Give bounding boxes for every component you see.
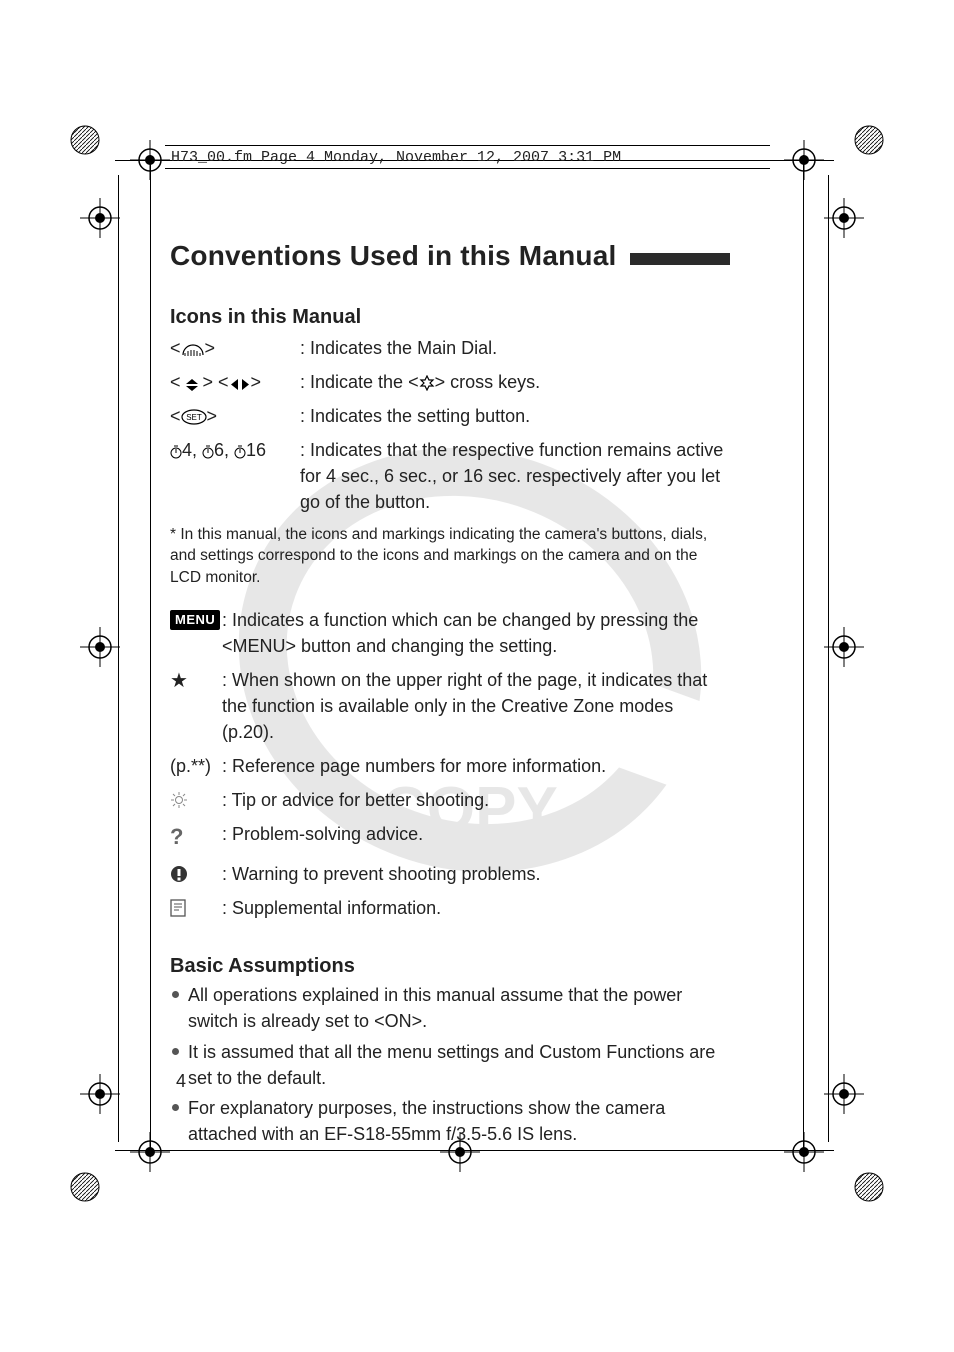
warning-icon (170, 861, 222, 887)
crosshair-icon (824, 198, 864, 238)
registration-mark-icon (854, 125, 884, 155)
set-symbol: <SET> (170, 403, 300, 429)
page-header: H73_00.fm Page 4 Monday, November 12, 20… (165, 145, 770, 169)
tip-text: : Tip or advice for better shooting. (222, 787, 730, 813)
info-text: : Supplemental information. (222, 895, 730, 921)
page-title: Conventions Used in this Manual (170, 240, 616, 272)
set-icon: SET (181, 409, 207, 425)
question-icon: ? (170, 821, 222, 853)
row-set-button: <SET> : Indicates the setting button. (170, 403, 730, 429)
timer-icon (202, 445, 214, 459)
timers-symbol: 4, 6, 16 (170, 437, 300, 463)
header-text: H73_00.fm Page 4 Monday, November 12, 20… (171, 149, 621, 166)
leftright-icon (229, 378, 251, 391)
main-dial-icon (181, 343, 205, 357)
updown-icon (181, 378, 203, 391)
menu-text: : Indicates a function which can be chan… (222, 607, 730, 659)
timer-icon (170, 445, 182, 459)
row-tip: : Tip or advice for better shooting. (170, 787, 730, 813)
set-text: : Indicates the setting button. (300, 403, 730, 429)
crosshair-icon (80, 1074, 120, 1114)
warn-text: : Warning to prevent shooting problems. (222, 861, 730, 887)
row-cross-keys: <> <> : Indicate the <> cross keys. (170, 369, 730, 395)
crosshair-icon (80, 198, 120, 238)
star-text: : When shown on the upper right of the p… (222, 667, 730, 745)
menu-badge: MENU (170, 610, 220, 631)
main-dial-text: : Indicates the Main Dial. (300, 335, 730, 361)
problem-text: : Problem-solving advice. (222, 821, 730, 847)
crop-line (828, 175, 829, 1142)
registration-mark-icon (70, 125, 100, 155)
list-item: It is assumed that all the menu settings… (170, 1039, 730, 1091)
svg-text:SET: SET (186, 413, 202, 422)
timers-text: : Indicates that the respective function… (300, 437, 730, 515)
title-accent-bar (630, 253, 730, 265)
list-item: For explanatory purposes, the instructio… (170, 1095, 730, 1147)
row-star: ★ : When shown on the upper right of the… (170, 667, 730, 745)
crosshair-icon (80, 627, 120, 667)
crosshair-icon (824, 627, 864, 667)
info-icon (170, 895, 222, 921)
row-main-dial: <> : Indicates the Main Dial. (170, 335, 730, 361)
page: H73_00.fm Page 4 Monday, November 12, 20… (0, 0, 954, 1352)
cross-keys-text: : Indicate the <> cross keys. (300, 369, 730, 395)
basic-assumptions-heading: Basic Assumptions (170, 955, 730, 978)
row-menu: MENU : Indicates a function which can be… (170, 607, 730, 659)
pageref-text: : Reference page numbers for more inform… (222, 753, 730, 779)
registration-mark-icon (854, 1172, 884, 1202)
menu-symbol: MENU (170, 607, 222, 633)
crop-line (118, 175, 119, 1142)
title-row: Conventions Used in this Manual (170, 240, 730, 278)
crop-line (803, 155, 804, 1157)
row-problem: ? : Problem-solving advice. (170, 821, 730, 853)
row-pageref: (p.**) : Reference page numbers for more… (170, 753, 730, 779)
crosshair-icon (824, 1074, 864, 1114)
crosshair-icon (784, 1132, 824, 1172)
crop-line (150, 155, 151, 1157)
cross-keys-symbol: <> <> (170, 369, 300, 395)
content-area: Conventions Used in this Manual Icons in… (170, 240, 730, 1151)
row-timers: 4, 6, 16 : Indicates that the respective… (170, 437, 730, 515)
page-number: 4 (176, 1071, 186, 1092)
pageref-symbol: (p.**) (170, 753, 222, 779)
cross-icon (419, 375, 435, 391)
note-text: * In this manual, the icons and markings… (170, 524, 730, 589)
main-dial-symbol: <> (170, 335, 300, 361)
star-icon: ★ (170, 667, 222, 696)
icons-section-heading: Icons in this Manual (170, 306, 730, 329)
list-item: All operations explained in this manual … (170, 982, 730, 1034)
row-info: : Supplemental information. (170, 895, 730, 921)
tip-icon (170, 787, 222, 813)
registration-mark-icon (70, 1172, 100, 1202)
assumptions-list: All operations explained in this manual … (170, 982, 730, 1147)
row-warn: : Warning to prevent shooting problems. (170, 861, 730, 887)
timer-icon (234, 445, 246, 459)
